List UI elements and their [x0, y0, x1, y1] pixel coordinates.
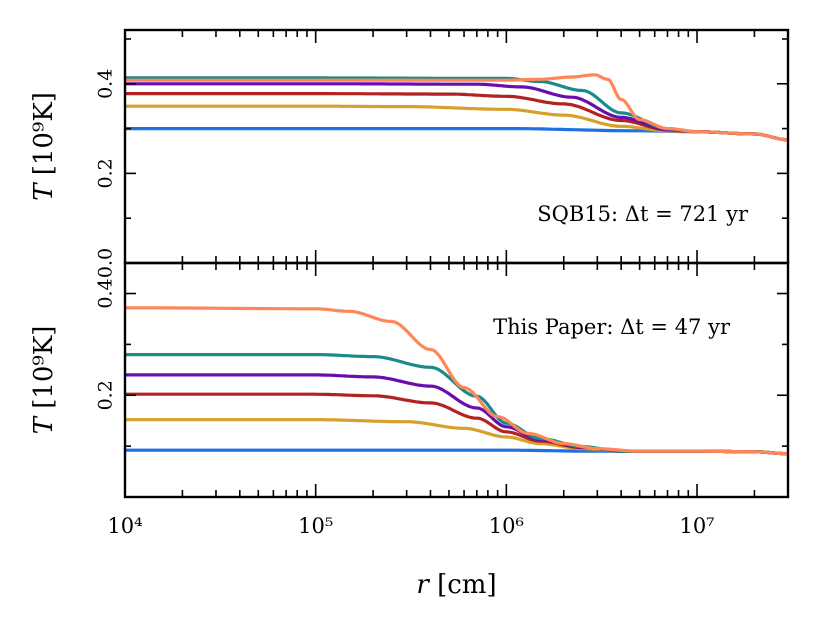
x-tick-label: 10⁶: [489, 514, 524, 538]
x-axis-title: r [cm]: [416, 570, 496, 600]
y-ticks: [125, 292, 788, 498]
y-tick-label: 0.2: [95, 158, 117, 188]
top-panel: 0.0 0.2 0.4 T [10⁹K] SQB15: Δt = 721 yr: [29, 28, 790, 278]
y-axis-title: T [10⁹K]: [29, 92, 59, 201]
series-line-6: [125, 73, 788, 142]
bottom-panel: 0.2 0.4 T [10⁹K] This Paper: Δt = 47 yr 10⁴ 1…: [29, 261, 790, 538]
series-line-5: [125, 353, 788, 456]
y-tick-label: 0.4: [95, 278, 117, 308]
series-line-6: [125, 306, 788, 456]
y-tick-label: 0.4: [95, 69, 117, 99]
x-axis-label: r [cm]: [416, 570, 496, 600]
y-tick-label: 0.0: [95, 248, 117, 278]
y-tick-label: 0.2: [95, 380, 117, 410]
x-tick-label: 10⁴: [107, 514, 142, 538]
series-line-4: [125, 373, 788, 456]
y-axis-title: T [10⁹K]: [29, 326, 59, 435]
panel-annotation: SQB15: Δt = 721 yr: [537, 202, 749, 226]
x-ticks: [124, 30, 789, 263]
x-ticks: [124, 263, 789, 497]
x-tick-label: 10⁵: [298, 514, 333, 538]
x-tick-label: 10⁷: [679, 514, 714, 538]
panel-annotation: This Paper: Δt = 47 yr: [493, 315, 731, 339]
series-line-3: [125, 392, 788, 456]
series-line-2: [125, 104, 788, 142]
y-ticks: [125, 38, 788, 219]
axes-frame: [123, 261, 790, 499]
axes-frame: [123, 28, 790, 265]
plot-area: [125, 73, 788, 142]
plot-area: [125, 306, 788, 456]
